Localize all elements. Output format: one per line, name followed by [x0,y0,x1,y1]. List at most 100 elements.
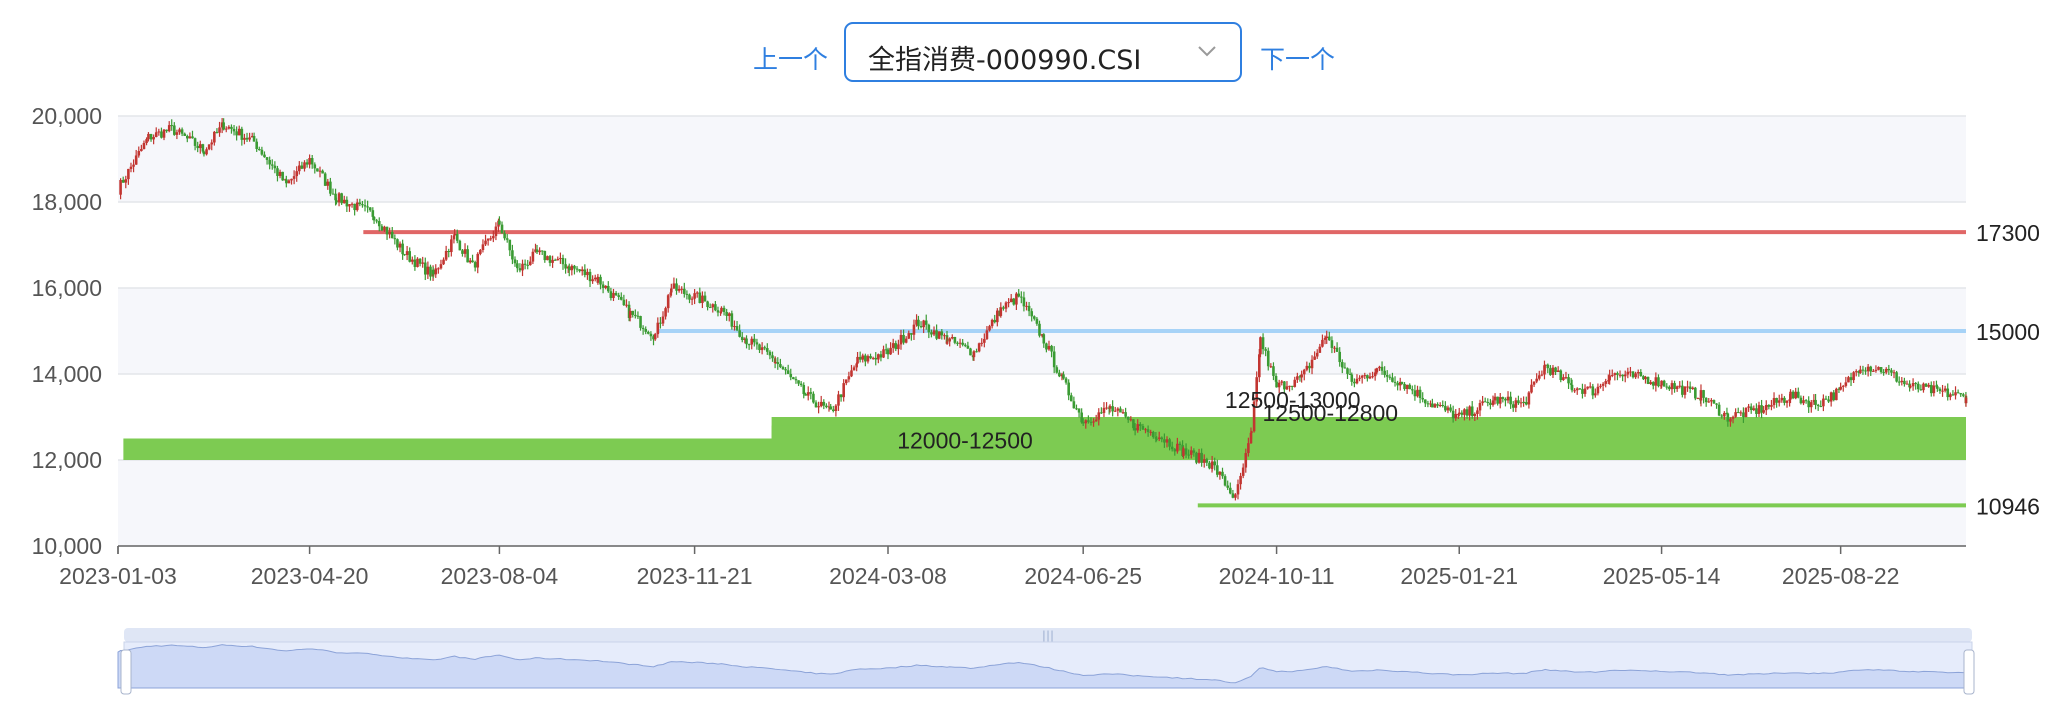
zone-label: 12500-12800 [1263,400,1399,426]
candle [771,355,774,359]
candle [1089,421,1093,423]
candle [1857,371,1861,373]
candle [1020,296,1023,298]
candle [1657,377,1660,387]
candle [1363,375,1367,377]
candle [393,238,397,240]
candle [1423,399,1427,404]
candle [1426,403,1430,405]
candle [773,362,777,364]
candle [471,260,474,263]
candle [1673,383,1676,390]
candle [1927,384,1930,387]
support-zone [123,438,1967,460]
candle [1035,318,1039,324]
candle [178,129,181,133]
candle [1530,384,1533,393]
candle [1373,372,1377,377]
candle [1757,405,1761,414]
candle [1293,379,1297,387]
candle [1734,412,1737,417]
candle [492,236,495,239]
candle [763,347,767,349]
candle [1511,404,1515,408]
candle [1084,420,1088,424]
candle [1785,400,1789,403]
candle [1812,399,1816,403]
candle [877,354,880,360]
candle [937,331,941,339]
index-select[interactable]: 全指消费-000990.CSI [844,22,1242,82]
candle [1704,397,1708,403]
candle [1216,465,1219,475]
candle [468,260,472,263]
candle [935,330,938,339]
candle [413,259,417,267]
candle [1935,385,1938,387]
candle [799,383,803,385]
candle [1504,398,1507,401]
candle [210,142,214,145]
next-button[interactable]: 下一个 [1260,45,1336,74]
candle [680,288,684,290]
candle [988,326,991,331]
candle [1062,374,1065,379]
candle [1375,368,1379,373]
candle [1634,373,1637,378]
candle [154,132,158,137]
candle [546,256,549,261]
candle [1562,377,1565,381]
candle [1524,402,1528,405]
candle [1783,397,1786,403]
candle [1290,385,1294,387]
candle [1325,336,1329,339]
candle [649,333,653,337]
candle [1715,403,1718,405]
candle [371,210,375,217]
candle [855,363,858,368]
candle [1764,404,1768,411]
candle [1266,350,1270,367]
candle [396,239,399,248]
candle [466,249,469,263]
candle [1691,387,1695,389]
candle [1675,386,1679,390]
candle [129,166,133,169]
candle [1747,406,1750,408]
candle [372,216,376,221]
candle [523,263,527,265]
candle [1962,394,1965,396]
candle [1396,382,1399,386]
candle [586,271,589,276]
candle [1879,367,1883,373]
candle [727,313,731,316]
candle [856,356,859,364]
candle [1900,380,1904,383]
zone-label: 12000-12500 [897,428,1033,454]
data-zoom-slider[interactable]: ||| [117,628,1975,695]
candle [353,203,356,211]
prev-button[interactable]: 上一个 [753,45,829,74]
candle [1802,400,1805,404]
y-tick-label: 18,000 [32,189,102,215]
candle [776,362,780,365]
candle [165,129,168,132]
candle [1170,446,1174,450]
candle [1739,412,1743,414]
candles [119,118,1968,501]
candle [361,204,364,206]
candle [580,269,584,272]
candle [814,402,818,408]
candle [1197,452,1201,463]
candle [917,319,920,327]
candle [670,288,673,293]
candle [1097,412,1101,420]
candle [677,288,681,291]
candle [822,401,826,406]
candle [1429,403,1432,405]
candle [1391,377,1394,382]
grid-bands [118,116,1966,546]
candle [639,316,642,328]
candle [842,383,845,398]
candle [1509,396,1512,405]
